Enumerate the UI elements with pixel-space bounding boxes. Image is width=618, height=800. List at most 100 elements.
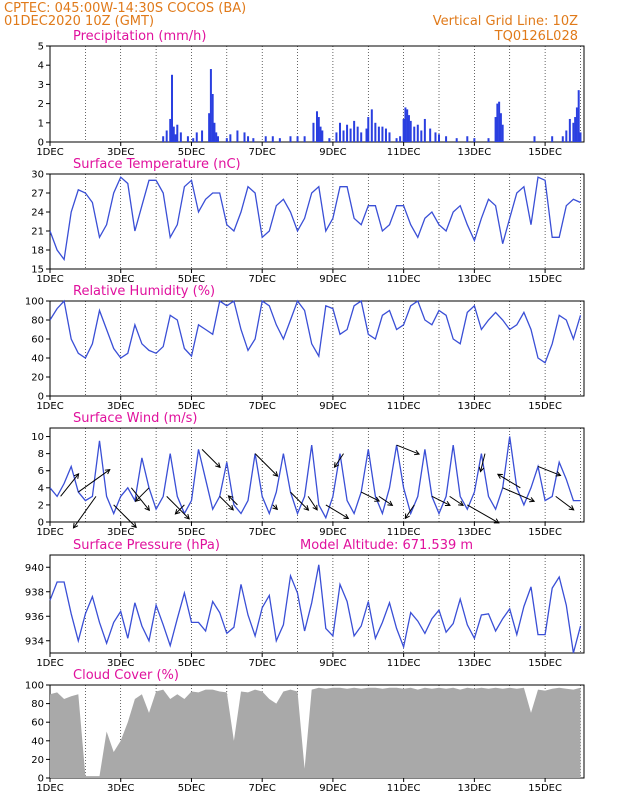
precipitation-bar [346,124,349,142]
precipitation-bar [374,122,377,142]
cloud-xtick-label: 7DEC [248,783,275,794]
cloud-xtick-label: 1DEC [36,783,63,794]
precipitation-bar [328,138,331,142]
pressure-ytick-label: 936 [25,612,44,623]
pressure-xtick-label: 13DEC [458,658,492,669]
temperature-xtick-label: 15DEC [528,274,562,285]
humidity-series-line [49,299,582,364]
precipitation-bar [278,138,281,142]
humidity-panel: 0 20 40 60 80 100 1DEC 3DEC 5DEC 7DEC 9DEC 11DEC 13D… [25,284,585,412]
precipitation-bar [176,124,179,142]
humidity-xtick-label: 1DEC [36,401,63,412]
precipitation-ytick-label: 4 [38,61,44,72]
humidity-xtick-label: 3DEC [107,401,134,412]
precipitation-bar [229,134,232,142]
pressure-ytick-label: 934 [25,636,44,647]
cloud-xtick-label: 5DEC [178,783,205,794]
wind-vector-head [228,504,234,511]
wind-vector-head [215,462,221,469]
humidity-xtick-label: 7DEC [248,401,275,412]
precipitation-bar [388,132,391,142]
humidity-ytick-label: 80 [31,316,44,327]
precipitation-bar [353,120,356,142]
wind-vector-head [493,518,500,524]
wind-vector [78,469,111,493]
cloud-ytick-label: 0 [38,774,44,785]
precipitation-bar [498,101,501,142]
humidity-ytick-label: 0 [38,392,44,403]
precipitation-xtick-label: 7DEC [248,147,275,158]
temperature-xtick-label: 13DEC [458,274,492,285]
wind-vector-head [303,505,310,511]
precipitation-bar [335,132,338,142]
header-date: 01DEC2020 10Z (GMT) [4,14,154,29]
precipitation-bar [381,126,384,142]
wind-vector [219,496,234,511]
precipitation-bar [186,136,189,142]
precipitation-bar [264,136,267,142]
precipitation-bar [568,118,571,142]
precipitation-bar [289,136,292,142]
precipitation-bar [338,122,341,142]
precipitation-bar [377,126,380,142]
precipitation-bar [360,132,363,142]
temperature-ytick-label: 30 [31,170,44,181]
wind-vector [290,491,309,511]
pressure-annotation: Model Altitude: 671.539 m [300,538,473,553]
temperature-xtick-label: 9DEC [319,274,346,285]
temperature-xtick-label: 5DEC [178,274,205,285]
wind-vector-head [387,500,394,506]
wind-vector [175,504,185,515]
precipitation-bar [473,138,476,142]
wind-xtick-label: 7DEC [248,527,275,538]
precipitation-panel: 0 1 2 3 4 5 1DEC 3DEC 5DEC 7DEC 9DEC 11DEC 13DEC 15DE… [36,29,585,158]
pressure-xtick-label: 15DEC [528,658,562,669]
precipitation-xtick-label: 11DEC [387,147,421,158]
humidity-xtick-label: 15DEC [528,401,562,412]
temperature-ytick-label: 15 [31,265,44,276]
precipitation-bar [211,94,214,142]
wind-xtick-label: 3DEC [107,527,134,538]
cloud-title: Cloud Cover (%) [73,668,179,683]
temperature-xtick-label: 3DEC [107,274,134,285]
wind-vector-head [343,513,350,519]
pressure-panel: 934 936 938 940 1DEC 3DEC 5DEC 7DEC 9DEC 11DEC 13D… [25,538,585,669]
cloud-xtick-label: 15DEC [528,783,562,794]
wind-vector [307,496,318,511]
wind-vector [254,453,278,477]
precipitation-bar [179,132,182,142]
precipitation-xtick-label: 9DEC [319,147,346,158]
wind-vector [60,473,79,497]
temperature-xtick-label: 7DEC [248,274,275,285]
cloud-ytick-label: 40 [31,736,44,747]
precipitation-bar [384,128,387,142]
header-station: CPTEC: 045:00W-14:30S COCOS (BA) [4,1,246,16]
precipitation-bar [429,128,432,142]
precipitation-bar [342,130,345,142]
wind-vector [404,504,415,519]
wind-vector [228,495,238,506]
wind-vector-head [568,505,575,511]
precipitation-ytick-label: 3 [38,80,44,91]
precipitation-bar [271,136,274,142]
wind-vector-head [374,496,381,502]
humidity-ytick-label: 40 [31,354,44,365]
precipitation-bar [236,130,239,142]
wind-xtick-label: 5DEC [178,527,205,538]
pressure-xtick-label: 5DEC [178,658,205,669]
precipitation-bar [162,136,165,142]
precipitation-bar [551,136,554,142]
header-grid-note: Vertical Grid Line: 10Z [433,14,578,29]
precipitation-xtick-label: 5DEC [178,147,205,158]
precipitation-bar [438,134,441,142]
precipitation-bar [349,128,352,142]
wind-vector-head [478,466,485,473]
wind-vector [378,495,393,506]
wind-vector-head [227,495,234,501]
precipitation-bar [312,122,315,142]
wind-xtick-label: 9DEC [319,527,346,538]
wind-vector-head [174,508,181,515]
precipitation-bar [195,132,198,142]
wind-vector [502,487,535,502]
pressure-xtick-label: 7DEC [248,658,275,669]
